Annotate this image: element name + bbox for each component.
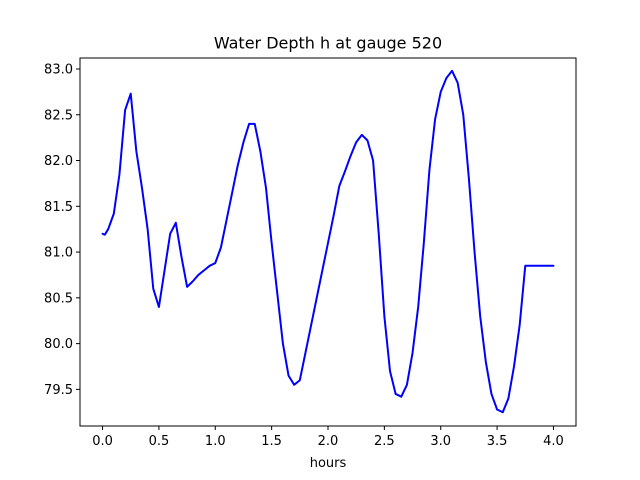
plot-area: 0.0 0.5 1.0 1.5 2.0 2.5 3.0 3.5 4.0 79.5 80.0 80.5 8…: [44, 57, 577, 449]
x-tick-label: 1.0: [205, 434, 226, 449]
x-tick-label: 0.5: [149, 434, 170, 449]
y-tick-label: 81.0: [44, 246, 73, 261]
x-tick-label: 2.0: [318, 434, 339, 449]
x-tick-label: 4.0: [543, 434, 564, 449]
y-tick-label: 83.0: [44, 62, 73, 77]
x-tick-label: 1.5: [261, 434, 282, 449]
y-tick-label: 79.5: [44, 383, 73, 398]
y-tick-label: 82.0: [44, 154, 73, 169]
x-tick-label: 0.0: [92, 434, 113, 449]
x-axis-title: hours: [310, 456, 347, 471]
chart-title: Water Depth h at gauge 520: [214, 34, 442, 53]
x-tick-label: 2.5: [374, 434, 395, 449]
x-tick-label: 3.5: [487, 434, 508, 449]
y-tick-label: 80.5: [44, 291, 73, 306]
series-line: [101, 69, 555, 414]
y-tick-label: 81.5: [44, 200, 73, 215]
y-tick-label: 82.5: [44, 108, 73, 123]
y-tick-label: 80.0: [44, 337, 73, 352]
x-tick-label: 3.0: [430, 434, 451, 449]
